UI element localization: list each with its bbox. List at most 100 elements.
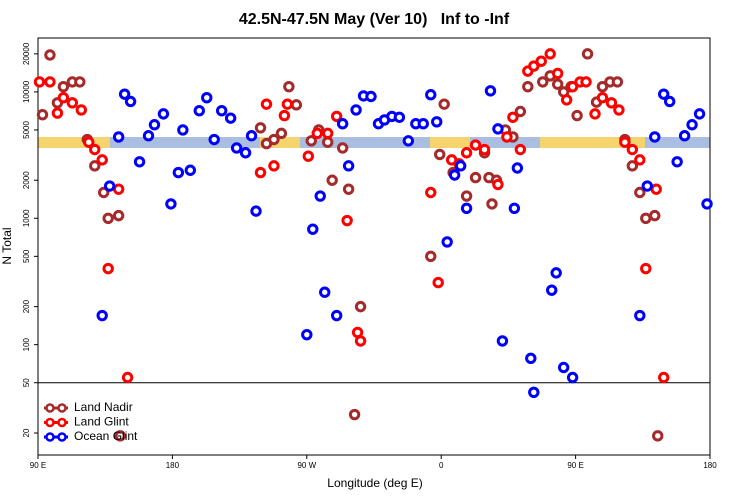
point xyxy=(486,198,498,210)
legend-label: Land Nadir xyxy=(74,400,133,414)
point xyxy=(342,183,355,195)
point xyxy=(551,78,564,90)
point xyxy=(365,90,377,103)
point xyxy=(469,139,482,151)
series xyxy=(33,48,670,384)
point xyxy=(522,80,534,93)
point xyxy=(454,160,467,172)
chart-title: 42.5N-47.5N May (Ver 10) Inf to -Inf xyxy=(239,11,510,28)
series xyxy=(96,85,713,398)
point xyxy=(165,198,177,210)
point xyxy=(83,136,95,148)
point xyxy=(431,116,443,128)
y-tick-label: 5000 xyxy=(22,121,31,139)
point xyxy=(275,127,288,140)
point xyxy=(658,371,670,384)
x-tick-label: 90 E xyxy=(30,461,46,470)
point xyxy=(208,133,220,146)
point xyxy=(492,123,504,135)
point xyxy=(201,91,213,104)
point xyxy=(640,212,652,224)
point xyxy=(634,154,646,166)
point xyxy=(254,166,267,179)
band-blue xyxy=(110,137,260,148)
point xyxy=(649,209,661,222)
point xyxy=(121,371,134,384)
point xyxy=(649,131,661,143)
point xyxy=(342,160,355,172)
point xyxy=(314,190,326,202)
legend-marker xyxy=(57,403,67,413)
point xyxy=(114,430,126,442)
point xyxy=(89,143,101,156)
point xyxy=(98,186,110,199)
point xyxy=(686,119,698,131)
point xyxy=(102,212,114,224)
band-blue xyxy=(300,137,430,148)
point xyxy=(425,186,437,199)
legend-marker xyxy=(45,417,55,428)
point xyxy=(560,94,573,106)
point xyxy=(496,335,509,347)
point xyxy=(254,122,267,134)
point xyxy=(74,76,86,88)
point xyxy=(460,202,473,214)
point xyxy=(278,109,291,122)
point xyxy=(184,164,197,176)
point xyxy=(112,183,125,195)
point xyxy=(634,186,646,199)
point xyxy=(75,104,88,116)
point xyxy=(537,76,549,88)
point xyxy=(514,105,527,118)
point xyxy=(626,143,639,156)
point xyxy=(460,147,473,159)
point xyxy=(507,111,519,123)
point xyxy=(89,160,101,172)
legend-label: Ocean Glint xyxy=(74,429,138,443)
point xyxy=(626,160,639,172)
point xyxy=(177,124,189,136)
point xyxy=(671,156,683,168)
point xyxy=(438,98,450,110)
point xyxy=(580,76,592,88)
y-axis-label: N Total xyxy=(0,227,14,264)
y-tick-label: 20 xyxy=(22,428,31,437)
point xyxy=(33,76,46,88)
point xyxy=(215,105,228,117)
x-tick-label: 180 xyxy=(166,461,180,470)
point xyxy=(96,309,108,322)
point xyxy=(239,147,252,159)
point xyxy=(133,156,146,168)
y-tick-label: 500 xyxy=(22,249,31,263)
point xyxy=(640,262,652,275)
point xyxy=(544,48,556,60)
point xyxy=(469,171,482,184)
point xyxy=(678,130,691,142)
point xyxy=(432,276,444,289)
y-tick-label: 200 xyxy=(22,299,31,313)
point xyxy=(581,48,594,60)
point xyxy=(44,76,56,88)
point xyxy=(619,136,631,148)
point xyxy=(484,85,497,97)
y-tick-label: 20000 xyxy=(22,42,31,65)
point xyxy=(425,89,437,101)
point xyxy=(330,309,343,322)
point xyxy=(102,262,114,275)
point xyxy=(566,80,579,93)
point xyxy=(514,143,527,156)
x-tick-label: 0 xyxy=(439,461,444,470)
point xyxy=(551,67,564,80)
band-blue xyxy=(645,137,710,148)
series xyxy=(36,48,664,442)
point xyxy=(290,99,303,111)
point xyxy=(66,97,79,109)
point xyxy=(441,236,453,248)
point xyxy=(157,108,170,120)
point xyxy=(663,95,676,108)
point xyxy=(336,142,349,154)
point xyxy=(268,160,280,172)
legend-marker xyxy=(45,403,55,413)
x-tick-label: 180 xyxy=(703,461,717,470)
